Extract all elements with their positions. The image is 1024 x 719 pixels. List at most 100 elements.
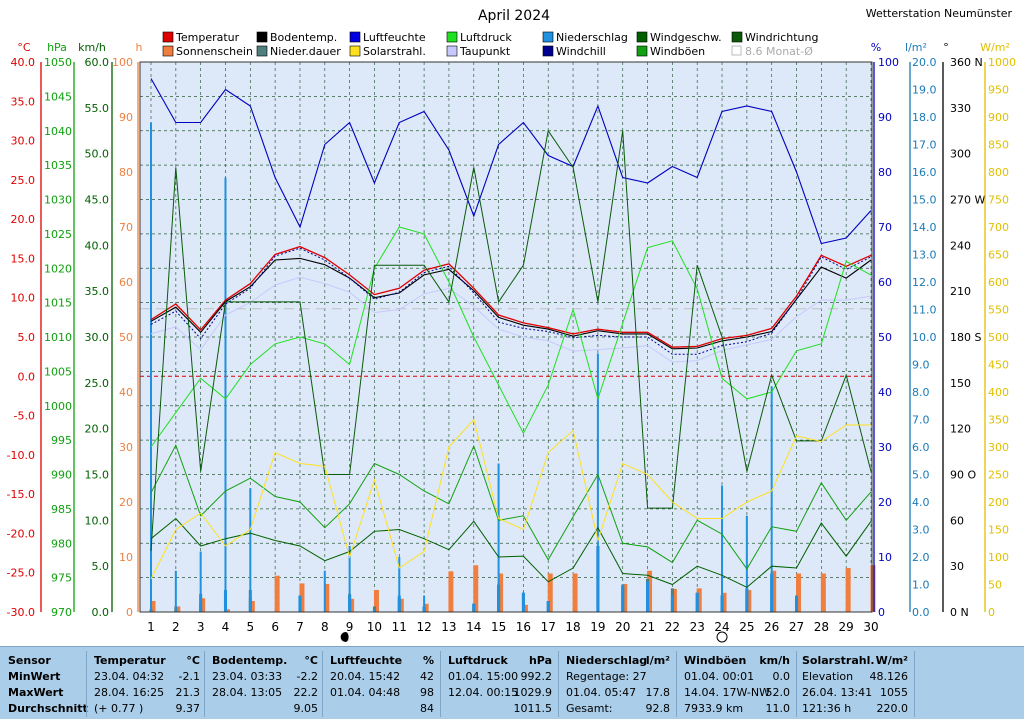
axis-tick-humidity: 10 [878, 551, 892, 564]
axis-tick-rain: 17.0 [912, 139, 937, 152]
axis-tick-wind: 10.0 [85, 514, 110, 527]
legend-label: Windgeschw. [650, 31, 722, 44]
stats-value: -2.2 [296, 670, 318, 683]
axis-tick-hours: 60 [119, 276, 133, 289]
axis-tick-solar: 650 [988, 249, 1009, 262]
stats-divider [204, 651, 205, 717]
axis-tick-temp: 35.0 [11, 95, 36, 108]
axis-tick-solar: 1000 [988, 56, 1016, 69]
stats-divider [322, 651, 323, 717]
legend-label: Windrichtung [745, 31, 818, 44]
axis-tick-rain: 0.0 [912, 606, 930, 619]
axis-tick-humidity: 80 [878, 166, 892, 179]
axis-tick-rain: 6.0 [912, 441, 930, 454]
axis-tick-solar: 0 [988, 606, 995, 619]
axis-tick-temp: 20.0 [11, 213, 36, 226]
bar [621, 584, 625, 612]
axis-tick-solar: 900 [988, 111, 1009, 124]
legend-label: Temperatur [175, 31, 240, 44]
x-tick-label: 3 [197, 620, 205, 634]
stats-row-headers: Sensor MinWert MaxWert Durchschnitt [8, 653, 88, 717]
axis-tick-wind: 35.0 [85, 285, 110, 298]
series-line-windb-en [150, 443, 872, 570]
bar [498, 573, 504, 612]
axis-unit-pressure: hPa [47, 41, 67, 54]
x-tick-label: 1 [147, 620, 155, 634]
stats-value: 84 [420, 702, 434, 715]
legend-swatch [162, 45, 174, 57]
axis-tick-solar: 150 [988, 524, 1009, 537]
axis-tick-pressure: 1005 [44, 365, 72, 378]
stats-block-temperatur: Temperatur °C 23.04. 04:32 -2.1 28.04. 16:… [94, 653, 200, 717]
x-tick-label: 29 [839, 620, 854, 634]
bar [473, 565, 479, 612]
axis-tick-wind: 45.0 [85, 194, 110, 207]
axis-tick-direction: 210 [950, 285, 971, 298]
axis-tick-rain: 5.0 [912, 469, 930, 482]
axis-tick-rain: 2.0 [912, 551, 930, 564]
axis-tick-rain: 13.0 [912, 249, 937, 262]
axis-unit-direction: ° [943, 41, 949, 54]
axis-tick-solar: 250 [988, 469, 1009, 482]
axis-tick-hours: 30 [119, 441, 133, 454]
bar [695, 592, 699, 612]
x-tick-label: 6 [271, 620, 279, 634]
weather-chart: April 2024 Wetterstation Neumünster Temper… [7, 7, 1016, 643]
axis-tick-rain: 20.0 [912, 56, 937, 69]
x-tick-label: 27 [789, 620, 804, 634]
stats-value: 992.2 [520, 670, 553, 683]
x-tick-label: 11 [392, 620, 407, 634]
axis-tick-pressure: 1015 [44, 297, 72, 310]
stats-unit: km/h [759, 654, 790, 667]
axis-tick-hours: 10 [119, 551, 133, 564]
axis-tick-pressure: 1040 [44, 125, 72, 138]
legend-swatch [731, 31, 743, 43]
stats-block-windboeen: Windböen km/h 01.04. 00:01 0.0 14.04. 17W-… [684, 653, 790, 717]
bar [372, 609, 376, 612]
stats-value: 17.8 [645, 686, 671, 699]
stats-value: 9.37 [175, 702, 201, 715]
axis-unit-humidity: % [871, 41, 881, 54]
axis-tick-wind: 50.0 [85, 148, 110, 161]
statistics-panel: Sensor MinWert MaxWert Durchschnitt Temp… [0, 646, 1024, 719]
legend-label: Solarstrahl. [363, 45, 426, 58]
axis-tick-temp: -15.0 [7, 488, 35, 501]
new-moon-icon [340, 632, 351, 642]
stats-divider [86, 651, 87, 717]
axis-tick-hours: 70 [119, 221, 133, 234]
axis-tick-solar: 700 [988, 221, 1009, 234]
bar [572, 573, 578, 612]
legend-swatch [446, 45, 458, 57]
stats-unit: hPa [528, 654, 552, 667]
x-tick-label: 2 [172, 620, 180, 634]
stats-value: 0.0 [772, 670, 791, 683]
bar [745, 515, 748, 612]
axis-tick-solar: 350 [988, 414, 1009, 427]
bar [150, 122, 152, 612]
axis-tick-humidity: 50 [878, 331, 892, 344]
axis-tick-pressure: 1050 [44, 56, 72, 69]
stats-value: 22.2 [293, 686, 319, 699]
axis-tick-rain: 15.0 [912, 194, 937, 207]
stats-value: 1055 [880, 686, 908, 699]
x-tick-label: 20 [615, 620, 630, 634]
series-line-taupunkt [150, 276, 872, 363]
axis-tick-direction: 30 [950, 560, 964, 573]
x-tick-label: 15 [491, 620, 506, 634]
x-tick-label: 8 [321, 620, 329, 634]
stats-value: 220.0 [876, 702, 909, 715]
legend-swatch [256, 45, 268, 57]
axis-tick-humidity: 0 [878, 606, 885, 619]
stats-value: 9.05 [293, 702, 319, 715]
bar [373, 590, 379, 612]
axis-tick-direction: 360 N [950, 56, 983, 69]
stats-left: 14.04. 17W-NW [684, 686, 770, 699]
bar [349, 598, 355, 612]
stats-divider [796, 651, 797, 717]
axis-tick-rain: 12.0 [912, 276, 937, 289]
axis-tick-humidity: 30 [878, 441, 892, 454]
axis-tick-solar: 600 [988, 276, 1009, 289]
series-line-luftdruck [150, 226, 872, 448]
plot-border [139, 61, 873, 613]
stats-unit: °C [186, 654, 200, 667]
